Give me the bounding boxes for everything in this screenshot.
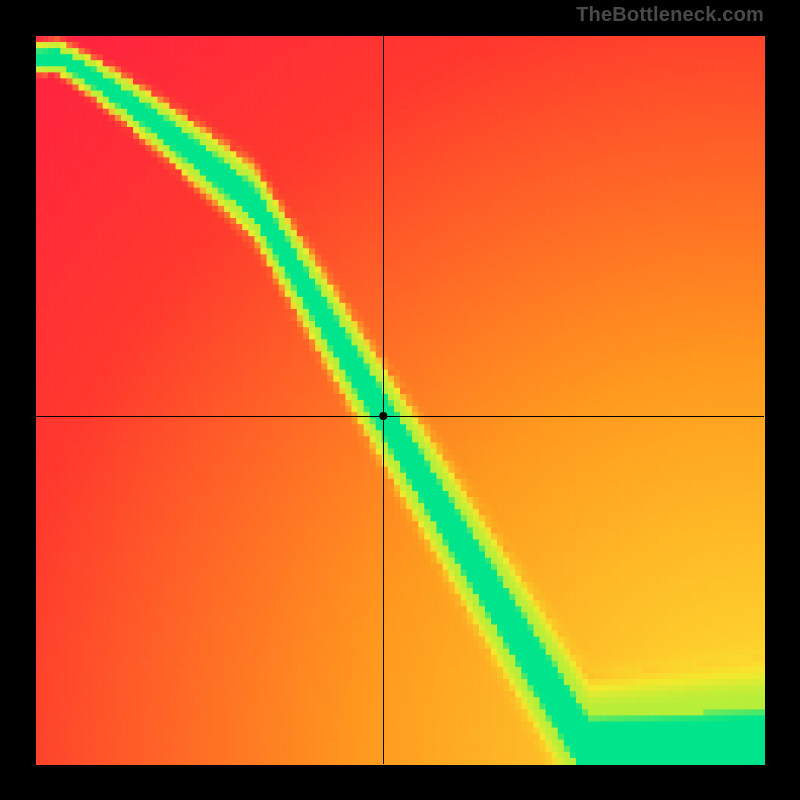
chart-container: TheBottleneck.com [0, 0, 800, 800]
watermark-text: TheBottleneck.com [576, 4, 764, 27]
bottleneck-heatmap [0, 0, 800, 800]
